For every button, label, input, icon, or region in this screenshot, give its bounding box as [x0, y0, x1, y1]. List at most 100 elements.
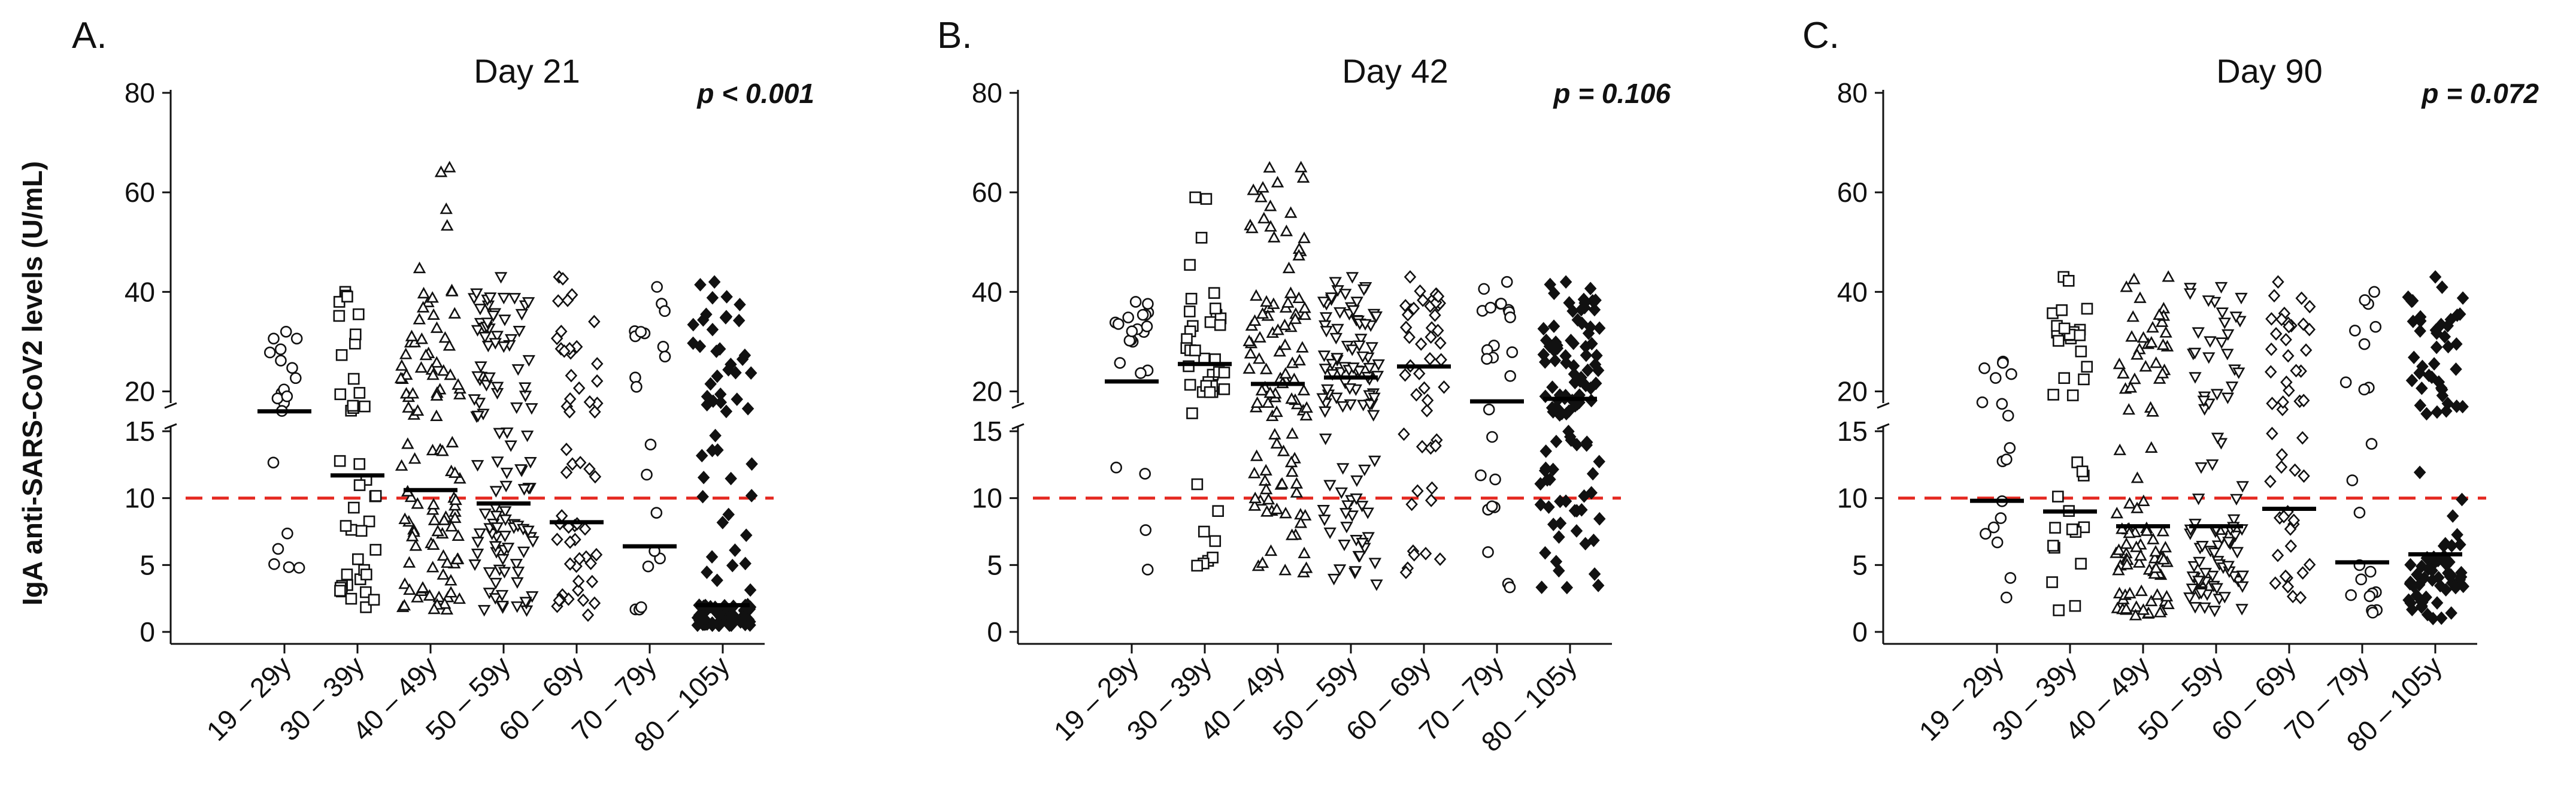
data-point	[588, 314, 601, 329]
data-point	[2297, 394, 2310, 407]
data-point	[2449, 580, 2462, 595]
panel-letter: A.	[72, 15, 107, 56]
data-point	[1399, 565, 1413, 579]
data-point	[1423, 352, 1437, 366]
data-point	[1284, 206, 1298, 218]
data-point	[1345, 344, 1359, 356]
data-point	[1277, 444, 1290, 456]
data-point	[1339, 508, 1353, 520]
data-point	[1535, 580, 1548, 594]
data-point	[1297, 383, 1311, 396]
data-point	[2225, 381, 2239, 394]
data-point	[409, 539, 423, 551]
data-point	[2227, 571, 2241, 583]
data-point	[395, 359, 408, 371]
data-point	[2346, 474, 2359, 486]
data-point	[1438, 380, 1450, 394]
data-point	[2112, 564, 2125, 576]
data-point	[726, 558, 739, 573]
data-point	[1489, 473, 1501, 486]
data-point	[349, 328, 362, 341]
data-point	[1326, 369, 1339, 381]
category-points	[1398, 270, 1450, 579]
data-point	[635, 601, 647, 613]
data-point	[1299, 561, 1313, 573]
data-point	[281, 390, 293, 402]
data-point	[504, 334, 518, 346]
data-point	[1478, 283, 1490, 295]
data-point	[2134, 549, 2147, 561]
data-point	[583, 395, 596, 409]
data-point	[1298, 301, 1311, 313]
data-point	[2358, 338, 2371, 350]
data-point	[565, 368, 578, 383]
data-point	[1353, 365, 1366, 378]
data-point	[517, 484, 531, 496]
data-point	[1244, 347, 1257, 359]
data-point	[444, 574, 457, 586]
data-point	[2281, 580, 2295, 594]
data-point	[1429, 308, 1441, 322]
data-point	[2453, 307, 2466, 321]
data-point	[583, 462, 596, 476]
y-tick-label: 15	[972, 416, 1002, 447]
data-point	[1361, 507, 1374, 519]
data-point	[1435, 353, 1447, 367]
data-point	[2147, 532, 2160, 544]
data-point	[333, 310, 346, 322]
data-point	[519, 597, 532, 609]
data-point	[1290, 477, 1304, 489]
data-point	[2235, 604, 2248, 616]
data-point	[1570, 524, 1583, 538]
data-point	[448, 307, 462, 319]
category-points	[1534, 275, 1606, 595]
data-point	[2232, 367, 2245, 379]
y-tick-label: 0	[140, 616, 155, 647]
data-point	[2052, 491, 2064, 503]
data-point	[2199, 568, 2212, 580]
data-point	[496, 553, 510, 566]
data-point	[2404, 558, 2417, 572]
data-point	[1537, 322, 1550, 336]
data-point	[701, 565, 713, 579]
data-point	[1589, 293, 1602, 307]
data-point	[2146, 405, 2159, 417]
data-point	[1284, 455, 1298, 468]
data-point	[1495, 298, 1507, 310]
data-point	[359, 400, 371, 413]
data-point	[1356, 351, 1369, 364]
data-point	[2211, 432, 2225, 444]
data-point	[449, 493, 462, 506]
category-points	[629, 281, 671, 616]
data-point	[444, 368, 457, 380]
y-tick-label: 10	[125, 483, 155, 514]
data-point	[453, 388, 466, 400]
data-point	[398, 512, 411, 524]
data-point	[631, 380, 643, 393]
y-tick-label: 20	[972, 376, 1002, 407]
data-point	[510, 601, 524, 613]
data-point	[470, 288, 483, 300]
data-point	[2066, 389, 2079, 401]
data-point	[1362, 532, 1375, 544]
data-point	[731, 392, 744, 406]
data-point	[589, 470, 602, 484]
data-point	[448, 511, 462, 523]
data-point	[341, 568, 353, 580]
data-point	[2001, 453, 2013, 465]
data-point	[1280, 225, 1293, 237]
data-point	[1245, 221, 1259, 234]
category-points	[1109, 296, 1154, 576]
data-point	[483, 372, 496, 385]
data-point	[1425, 330, 1437, 344]
data-point	[426, 561, 440, 573]
data-point	[1549, 401, 1562, 415]
data-point	[2128, 372, 2141, 385]
data-point	[1579, 537, 1592, 551]
data-point	[1247, 183, 1260, 195]
data-point	[489, 577, 502, 590]
data-point	[1285, 528, 1299, 540]
data-point	[1481, 353, 1493, 365]
data-point	[1195, 232, 1208, 244]
data-point	[473, 528, 487, 540]
